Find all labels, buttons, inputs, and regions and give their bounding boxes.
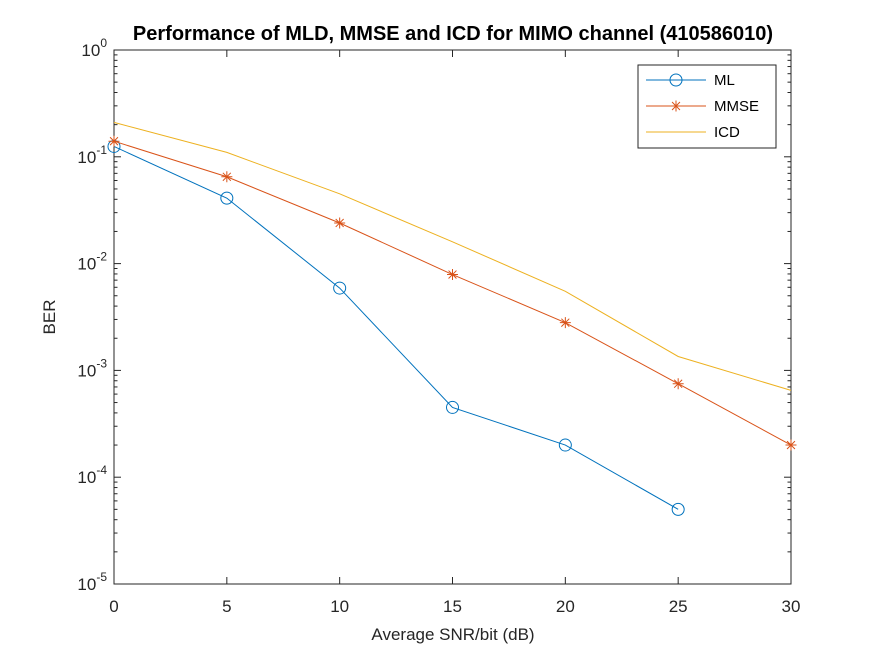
legend-label: MMSE — [714, 98, 759, 115]
chart-title: Performance of MLD, MMSE and ICD for MIM… — [133, 23, 773, 45]
data-point-marker — [785, 439, 797, 451]
y-tick-label: 100 — [81, 36, 107, 60]
series-icd — [113, 121, 792, 391]
legend-item-ml: ML — [646, 72, 735, 89]
legend-item-mmse: MMSE — [646, 98, 759, 115]
legend-label: ML — [714, 72, 735, 89]
x-tick-label: 20 — [556, 597, 575, 616]
data-point-marker — [669, 73, 683, 87]
legend-label: ICD — [714, 124, 740, 141]
data-point-marker — [220, 191, 234, 205]
data-point-marker — [671, 502, 685, 516]
y-tick-label: 10-2 — [77, 250, 107, 274]
x-tick-label: 10 — [330, 597, 349, 616]
x-tick-label: 25 — [669, 597, 688, 616]
series-line — [113, 145, 679, 510]
data-point-marker — [558, 438, 572, 452]
y-tick-exponent: -3 — [96, 356, 107, 370]
y-axis-label: BER — [40, 300, 59, 335]
data-point-marker — [446, 400, 459, 414]
x-tick-label: 5 — [222, 597, 231, 616]
y-tick-base: 10 — [77, 255, 96, 274]
y-tick-base: 10 — [77, 361, 96, 380]
y-tick-base: 10 — [77, 575, 96, 594]
y-tick-label: 10-3 — [77, 356, 107, 380]
y-tick-label: 10-4 — [77, 463, 107, 487]
y-tick-exponent: -5 — [96, 570, 107, 584]
y-tick-label: 10-5 — [77, 570, 107, 594]
data-point-marker — [334, 217, 346, 229]
x-tick-label: 0 — [109, 597, 118, 616]
data-point-marker — [333, 281, 347, 295]
data-point-marker — [672, 378, 684, 390]
y-tick-exponent: -2 — [96, 250, 107, 264]
y-tick-base: 10 — [77, 468, 96, 487]
data-point-marker — [670, 100, 682, 112]
x-tick-label: 15 — [443, 597, 462, 616]
legend: ML MMSE ICD — [637, 64, 777, 149]
y-tick-exponent: -4 — [96, 463, 107, 477]
data-point-marker — [108, 135, 120, 147]
series-line — [113, 121, 792, 391]
x-tick-label: 30 — [782, 597, 801, 616]
data-point-marker — [221, 171, 233, 183]
series-mmse — [108, 135, 797, 451]
data-point-marker — [559, 317, 571, 329]
series-layer — [107, 121, 797, 516]
series-ml — [107, 139, 685, 516]
y-tick-base: 10 — [77, 148, 96, 167]
y-tick-exponent: -1 — [96, 143, 107, 157]
x-axis-label: Average SNR/bit (dB) — [371, 625, 534, 644]
y-tick-exponent: 0 — [100, 36, 107, 50]
y-tick-base: 10 — [81, 41, 100, 60]
data-point-marker — [447, 269, 458, 281]
legend-item-icd: ICD — [646, 124, 740, 141]
y-tick-label: 10-1 — [77, 143, 107, 167]
